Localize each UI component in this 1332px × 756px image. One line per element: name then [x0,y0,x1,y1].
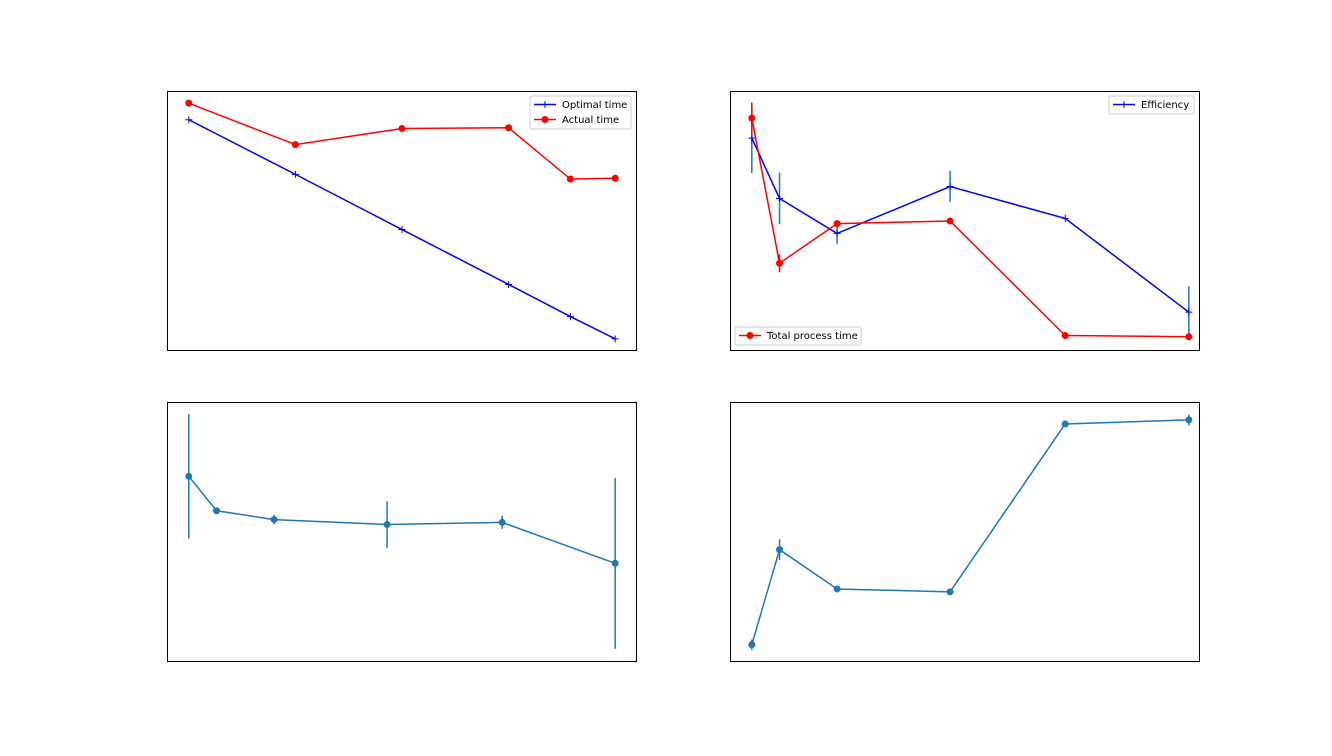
data-point-plus [291,170,299,178]
data-point-plus [1061,214,1069,222]
chart-top-left [167,91,637,351]
axes-frame [167,91,637,351]
data-point [611,174,619,182]
data-point [776,546,784,554]
data-point [748,641,756,649]
chart-bottom-left [167,402,637,662]
data-point-plus [833,229,841,237]
data-point [1185,333,1193,341]
series-line-1 [751,118,1189,338]
data-point [1061,331,1069,339]
data-point-plus [748,134,756,142]
data-point [833,585,841,593]
legend-top-right-upper: Efficiency [1108,95,1195,115]
data-point-plus [566,313,574,321]
data-point [748,114,756,122]
legend-marker-optimal-time [541,101,549,108]
data-point [1061,420,1069,428]
axes-frame [730,402,1200,662]
data-point [270,516,278,524]
axes-frame [167,402,637,662]
data-point [946,217,954,225]
legend-top-left: Optimal time Actual time [529,95,632,130]
legend-top-right-lower: Total process time [734,326,862,346]
series-line-0 [188,119,616,340]
axes-frame [730,91,1200,351]
data-point [383,520,391,528]
data-point [213,507,221,515]
data-point [833,220,841,228]
chart-bottom-right [730,402,1200,662]
data-point [185,472,193,480]
legend-marker-efficiency [1120,101,1128,108]
data-point-plus [398,226,406,234]
data-point [1185,416,1193,424]
series-line-1 [188,102,616,180]
series-line-0 [751,419,1189,645]
data-point-plus [505,280,513,288]
data-point [291,141,299,149]
legend-label-total-process-time: Total process time [766,331,858,342]
data-point-plus [946,183,954,191]
legend-label-actual-time: Actual time [562,115,619,126]
data-point [185,99,193,107]
legend-label-efficiency: Efficiency [1141,100,1189,111]
chart-top-right [730,91,1200,351]
data-point [611,559,619,567]
data-point-plus [1185,308,1193,316]
data-point [398,125,406,133]
data-point [946,588,954,596]
legend-frame [734,326,862,346]
legend-frame [1108,95,1195,115]
legend-marker-actual-time [541,116,549,123]
data-point-plus [611,335,619,343]
data-point [566,175,574,183]
legend-label-optimal-time: Optimal time [562,100,627,111]
data-point-plus [776,194,784,202]
data-point-plus [185,116,193,124]
data-point [505,124,513,132]
legend-marker-total-process-time [746,332,754,339]
data-point [498,518,506,526]
series-line-0 [188,475,616,565]
series-line-0 [751,137,1190,313]
data-point [776,259,784,267]
